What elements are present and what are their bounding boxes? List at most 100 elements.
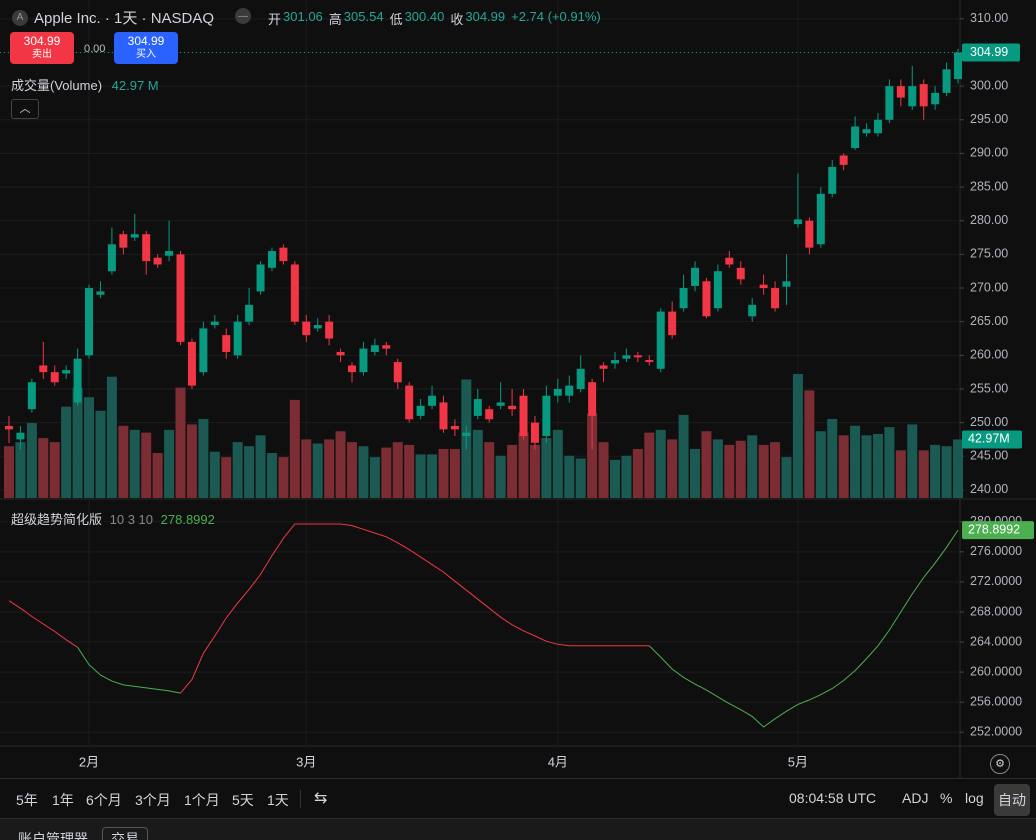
volume-bar	[312, 443, 323, 498]
range-button[interactable]: 1个月	[184, 792, 220, 808]
candle-body	[428, 395, 437, 406]
volume-bar	[884, 427, 895, 498]
volume-bar	[484, 442, 495, 498]
buy-price: 304.99	[127, 34, 165, 48]
volume-tag-label: 42.97M	[968, 432, 1010, 446]
volume-bar	[244, 446, 255, 498]
volume-bar	[850, 425, 861, 498]
separator	[300, 790, 301, 808]
range-button[interactable]: 3个月	[135, 792, 171, 808]
candle-body	[873, 119, 882, 134]
volume-bar	[735, 440, 746, 498]
candle-body	[588, 382, 597, 416]
volume-bar	[404, 444, 415, 498]
collapse-button[interactable]: ︿	[11, 99, 39, 119]
volume-bar	[724, 444, 735, 498]
volume-bar	[632, 448, 643, 498]
candle-body	[142, 234, 151, 262]
volume-bar	[392, 442, 403, 498]
volume-tag	[962, 430, 1022, 449]
ohlc-label: 低	[389, 12, 403, 27]
volume-bar	[655, 429, 666, 498]
volume-bar	[449, 448, 460, 498]
date-range-icon[interactable]: ⇆	[314, 790, 328, 807]
y-tick-label: 300.00	[970, 78, 1008, 92]
candle-body	[85, 288, 94, 356]
volume-bar	[598, 442, 609, 498]
candle-body	[702, 281, 711, 317]
volume-bar	[712, 439, 723, 498]
option-button[interactable]: %	[940, 790, 953, 806]
volume-bar	[369, 457, 380, 498]
candle-body	[16, 432, 25, 440]
range-button[interactable]: 1天	[267, 792, 289, 808]
candle-body	[73, 358, 82, 403]
candle-body	[130, 234, 139, 238]
volume-bar	[792, 374, 803, 498]
candle-body	[748, 304, 757, 317]
volume-bar	[644, 432, 655, 498]
volume-bar	[472, 429, 483, 498]
bottom-panel: 账户管理器 交易	[0, 818, 1036, 840]
range-button[interactable]: 6个月	[86, 792, 122, 808]
buy-button[interactable]: 304.99 买入	[114, 32, 178, 64]
y-tick-label: 252.0000	[970, 725, 1022, 739]
candle-body	[39, 365, 48, 373]
candle-body	[508, 405, 517, 410]
candle-body	[359, 348, 368, 373]
volume-bar	[541, 438, 552, 498]
volume-bar	[255, 435, 266, 498]
range-button[interactable]: 5年	[16, 792, 38, 808]
candle-body	[199, 328, 208, 373]
auto-button[interactable]: 自动	[994, 784, 1030, 816]
volume-bar	[552, 429, 563, 498]
sell-button[interactable]: 304.99 卖出	[10, 32, 74, 64]
range-button[interactable]: 5天	[232, 792, 254, 808]
range-button[interactable]: 1年	[52, 792, 74, 808]
candle-body	[736, 267, 745, 280]
candle-body	[416, 405, 425, 416]
option-button[interactable]: ADJ	[902, 790, 929, 806]
y-tick-label: 260.00	[970, 348, 1008, 362]
y-tick-label: 264.0000	[970, 634, 1022, 648]
candle-body	[885, 86, 894, 120]
volume-bar	[209, 451, 220, 498]
candle-body	[325, 321, 334, 339]
volume-bar	[106, 376, 117, 498]
volume-bar	[26, 423, 37, 498]
candle-body	[805, 220, 814, 248]
y-tick-label: 250.00	[970, 415, 1008, 429]
price-tag-label: 304.99	[970, 45, 1008, 59]
option-button[interactable]: log	[965, 790, 984, 806]
indicator-title: 超级趋势简化版	[11, 512, 103, 527]
tab[interactable]: 交易	[102, 827, 148, 840]
y-tick-label: 260.0000	[970, 664, 1022, 678]
candle-body	[405, 385, 414, 420]
volume-bar	[335, 431, 346, 498]
y-tick-label: 276.0000	[970, 544, 1022, 558]
candle-body	[862, 129, 871, 134]
y-tick-label: 256.0000	[970, 694, 1022, 708]
volume-bar	[84, 397, 95, 498]
candle-body	[496, 402, 505, 406]
x-tick-label: 5月	[788, 754, 808, 769]
settings-icon[interactable]: ⚙	[990, 754, 1010, 774]
menu-icon[interactable]: —	[235, 8, 251, 24]
sell-price: 304.99	[23, 34, 61, 48]
volume-bar	[895, 450, 906, 498]
volume-bar	[770, 442, 781, 498]
tab[interactable]: 账户管理器	[18, 831, 88, 840]
candle-body	[679, 288, 688, 309]
volume-bar	[941, 446, 952, 498]
candle-body	[816, 193, 825, 245]
symbol-title[interactable]: Apple Inc. · 1天 · NASDAQ	[34, 10, 215, 27]
indicator-legend: 超级趋势简化版 10 3 10 278.8992	[11, 509, 215, 528]
volume-bar	[232, 442, 243, 498]
candle-body	[165, 251, 174, 256]
volume-bar	[347, 442, 358, 498]
volume-bar	[152, 453, 163, 498]
volume-bar	[678, 414, 689, 498]
candle-body	[839, 155, 848, 165]
candle-body	[896, 86, 905, 98]
